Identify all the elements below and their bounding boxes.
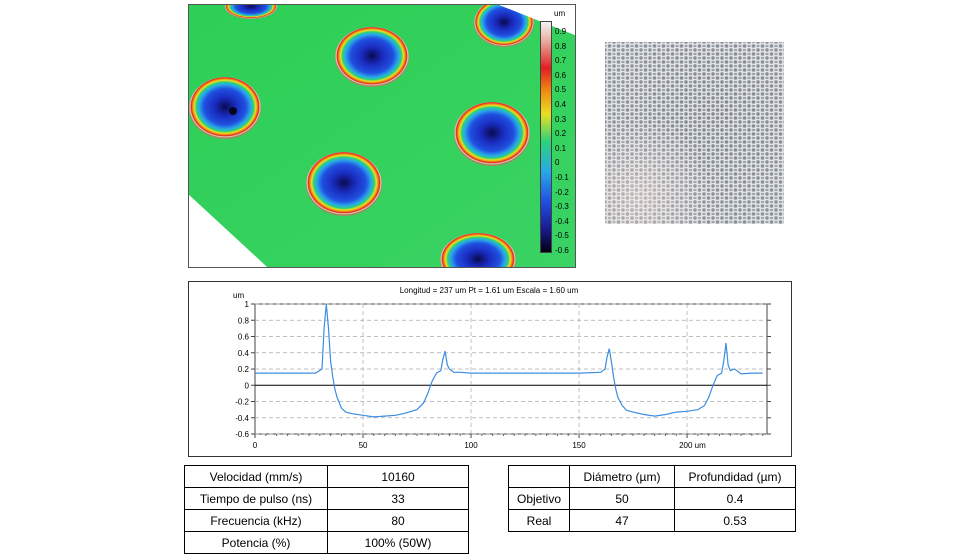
parameter-label: Frecuencia (kHz) (184, 509, 328, 532)
chart-title: Longitud = 237 um Pt = 1.61 um Escala = … (400, 286, 579, 295)
results-row-label: Real (508, 509, 570, 532)
colorbar-tick-label: 0.1 (555, 143, 567, 153)
colorbar-tick-label: 0.2 (555, 129, 567, 139)
results-header-empty (508, 465, 570, 488)
colorbar (540, 21, 552, 253)
parameters-row: Potencia (%) 100% (50W) (184, 531, 469, 554)
colorbar-tick-label: -0.3 (555, 202, 569, 212)
colorbar-tick-label: 0.9 (555, 27, 567, 36)
profundidad-value: 0.53 (674, 509, 796, 532)
surface-map-panel: um 0.9 0.8 0.7 0.6 0.5 0.4 0.3 0.2 0.1 0 -0.1 -0.2 -… (188, 0, 576, 287)
profile-chart: Longitud = 237 um Pt = 1.61 um Escala = … (233, 286, 771, 450)
colorbar-unit: um (554, 9, 566, 18)
x-tick-label: 50 (359, 441, 368, 450)
diametro-value: 50 (569, 487, 675, 510)
parameter-value: 100% (50W) (327, 531, 469, 554)
colorbar-tick-label: 0.4 (555, 100, 567, 109)
y-tick-label: -0.4 (235, 414, 249, 423)
colorbar-tick-label: 0.3 (555, 114, 567, 124)
y-tick-label: -0.6 (235, 430, 249, 439)
x-tick-label: 100 (464, 441, 478, 450)
colorbar-tick-label: -0.5 (555, 231, 569, 241)
parameter-value: 10160 (327, 465, 469, 488)
parameters-row: Frecuencia (kHz) 80 (184, 509, 469, 532)
results-row-label: Objetivo (508, 487, 570, 510)
results-table: Diámetro (µm) Profundidad (µm) Objetivo 5… (508, 465, 796, 532)
colorbar-tick-label: 0.5 (555, 85, 567, 95)
colorbar-tick-label: 0.6 (555, 70, 567, 80)
parameter-value: 80 (327, 509, 469, 532)
colorbar-tick-label: -0.6 (555, 246, 569, 255)
results-header-profundidad: Profundidad (µm) (674, 465, 796, 488)
surface-map-image (189, 0, 575, 287)
microscope-photo (605, 42, 784, 224)
parameter-label: Tiempo de pulso (ns) (184, 487, 328, 510)
parameters-row: Tiempo de pulso (ns) 33 (184, 487, 469, 510)
results-row: Objetivo 50 0.4 (508, 487, 796, 510)
colorbar-tick-label: 0 (555, 158, 560, 168)
colorbar-tick-label: 0.7 (555, 56, 567, 66)
colorbar-tick-label: -0.4 (555, 216, 569, 226)
y-tick-label: 0.4 (238, 349, 250, 358)
y-axis-unit: um (233, 291, 244, 300)
x-tick-label: 0 (253, 441, 258, 450)
parameters-table: Velocidad (mm/s) 10160 Tiempo de pulso (ns… (184, 465, 469, 554)
colorbar-tick-label: 0.8 (555, 41, 567, 51)
y-tick-label: -0.2 (235, 398, 249, 407)
x-tick-label: 200 um (679, 441, 706, 450)
y-tick-label: 0.6 (238, 333, 250, 342)
parameter-label: Velocidad (mm/s) (184, 465, 328, 488)
parameter-value: 33 (327, 487, 469, 510)
profile-series-line (255, 303, 763, 418)
results-header-diametro: Diámetro (µm) (569, 465, 675, 488)
diametro-value: 47 (569, 509, 675, 532)
colorbar-tick-label: -0.1 (555, 173, 569, 182)
profile-chart-panel: Longitud = 237 um Pt = 1.61 um Escala = … (188, 281, 792, 457)
parameter-label: Potencia (%) (184, 531, 328, 554)
results-row: Real 47 0.53 (508, 509, 796, 532)
y-tick-label: 0.8 (238, 316, 250, 325)
x-tick-label: 150 (572, 441, 586, 450)
parameters-row: Velocidad (mm/s) 10160 (184, 465, 469, 488)
colorbar-tick-label: -0.2 (555, 187, 569, 197)
y-tick-label: 0.2 (238, 365, 250, 374)
y-tick-label: 0 (245, 381, 250, 390)
y-tick-label: 1 (245, 300, 250, 309)
profundidad-value: 0.4 (674, 487, 796, 510)
